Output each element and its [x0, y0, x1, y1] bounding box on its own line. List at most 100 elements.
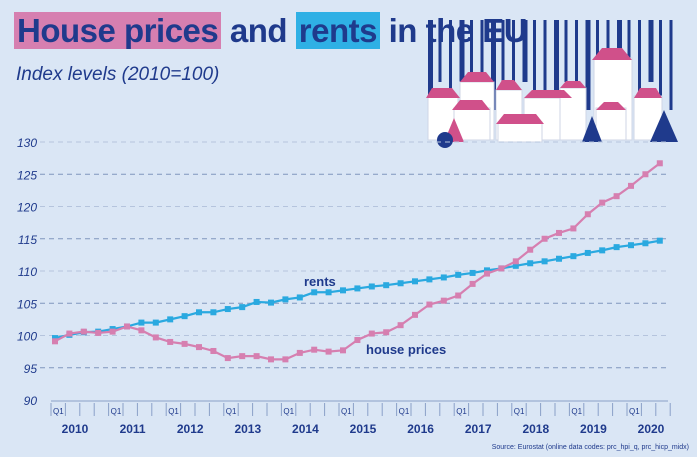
data-point-rents: [52, 335, 58, 342]
data-point-house-prices: [556, 229, 562, 236]
series-label-rents: rents: [304, 274, 336, 289]
data-point-house-prices: [455, 292, 462, 299]
q1-tick-label: Q1: [399, 407, 410, 416]
data-point-rents: [426, 276, 433, 283]
y-tick-label: 115: [18, 233, 37, 247]
data-point-rents: [138, 319, 145, 326]
data-point-house-prices: [296, 349, 303, 356]
q1-tick-label: Q1: [341, 407, 352, 416]
data-point-rents: [181, 313, 188, 320]
q1-tick-label: Q1: [456, 407, 467, 416]
q1-tick-label: Q1: [629, 407, 640, 416]
y-tick-label: 105: [17, 297, 37, 311]
data-point-rents: [584, 249, 591, 256]
year-label: 2020: [638, 422, 665, 436]
data-point-house-prices: [311, 346, 318, 353]
data-point-rents: [325, 289, 332, 296]
barcode-bar: [533, 20, 536, 110]
title-rents: rents: [295, 12, 380, 49]
data-point-house-prices: [66, 330, 73, 337]
data-point-house-prices: [340, 347, 346, 354]
x-axis: Q1 Q1 Q1 Q1 Q1 Q1 Q1 Q1 Q1 Q1 Q1 2010 2011 2012 2013 20…: [50, 400, 671, 436]
year-label: 2015: [350, 422, 377, 436]
data-point-rents: [253, 298, 260, 305]
data-point-house-prices: [498, 265, 505, 272]
data-point-house-prices: [80, 328, 87, 335]
data-point-house-prices: [138, 327, 145, 334]
data-point-house-prices: [224, 355, 231, 362]
barcode-bar: [554, 20, 559, 110]
barcode-bar: [470, 20, 473, 110]
houses-illustration: [426, 20, 678, 148]
data-point-rents: [469, 269, 476, 276]
barcode-bar: [659, 20, 662, 110]
y-tick-label: 95: [24, 362, 38, 376]
data-point-rents: [656, 237, 663, 244]
y-tick-label: 90: [24, 394, 38, 408]
data-point-house-prices: [541, 235, 548, 242]
barcode-bar: [438, 20, 442, 82]
data-point-rents: [224, 306, 231, 313]
y-tick-label: 130: [17, 136, 37, 150]
barcode-bar: [428, 20, 433, 110]
data-point-rents: [541, 258, 548, 265]
series-label-house-prices: house prices: [366, 342, 446, 357]
gridlines: [40, 141, 668, 369]
data-point-house-prices: [412, 311, 418, 318]
y-tick-label: 100: [17, 330, 37, 344]
barcode-bar: [669, 20, 673, 110]
data-point-rents: [152, 319, 159, 326]
data-point-rents: [556, 255, 562, 262]
data-point-rents: [196, 309, 202, 316]
chart-subtitle: Index levels (2010=100): [16, 64, 220, 85]
data-point-house-prices: [181, 340, 188, 347]
year-label: 2014: [292, 422, 319, 436]
data-point-rents: [368, 283, 375, 290]
data-point-house-prices: [584, 211, 591, 218]
q1-tick-label: Q1: [226, 407, 237, 416]
barcode-bar: [449, 20, 452, 110]
data-point-rents: [340, 287, 346, 294]
data-point-house-prices: [109, 328, 116, 335]
data-point-rents: [311, 289, 318, 296]
data-point-house-prices: [167, 338, 174, 345]
data-point-rents: [440, 274, 447, 281]
data-point-rents: [383, 282, 390, 289]
data-point-house-prices: [628, 182, 634, 189]
data-point-rents: [354, 285, 361, 292]
data-point-house-prices: [656, 160, 663, 167]
year-label: 2010: [62, 422, 89, 436]
title-and: and: [221, 12, 296, 49]
data-point-rents: [599, 247, 606, 254]
data-point-rents: [412, 278, 418, 285]
barcode-bar: [459, 20, 465, 110]
data-point-house-prices: [239, 353, 246, 360]
data-point-rents: [642, 240, 649, 247]
data-point-house-prices: [512, 258, 519, 265]
data-point-house-prices: [397, 322, 404, 329]
data-point-house-prices: [383, 329, 390, 336]
barcode-bar: [648, 20, 654, 82]
y-tick-label: 120: [17, 201, 37, 215]
data-point-house-prices: [268, 356, 274, 363]
data-point-rents: [570, 253, 577, 260]
data-point-house-prices: [368, 330, 375, 337]
barcode-bar: [491, 20, 496, 110]
data-point-house-prices: [440, 297, 447, 304]
data-point-rents: [282, 296, 289, 303]
data-point-house-prices: [642, 171, 649, 178]
year-label: 2011: [120, 422, 146, 436]
data-point-house-prices: [196, 344, 202, 351]
year-label: 2019: [580, 422, 607, 436]
q1-tick-label: Q1: [168, 407, 179, 416]
data-point-house-prices: [124, 323, 130, 330]
y-tick-label: 110: [18, 265, 37, 279]
data-point-rents: [210, 309, 217, 316]
series-line-house-prices: [54, 162, 661, 361]
barcode-bar: [522, 20, 528, 82]
data-point-rents: [527, 260, 534, 267]
data-point-house-prices: [325, 348, 332, 355]
data-point-rents: [484, 267, 490, 274]
